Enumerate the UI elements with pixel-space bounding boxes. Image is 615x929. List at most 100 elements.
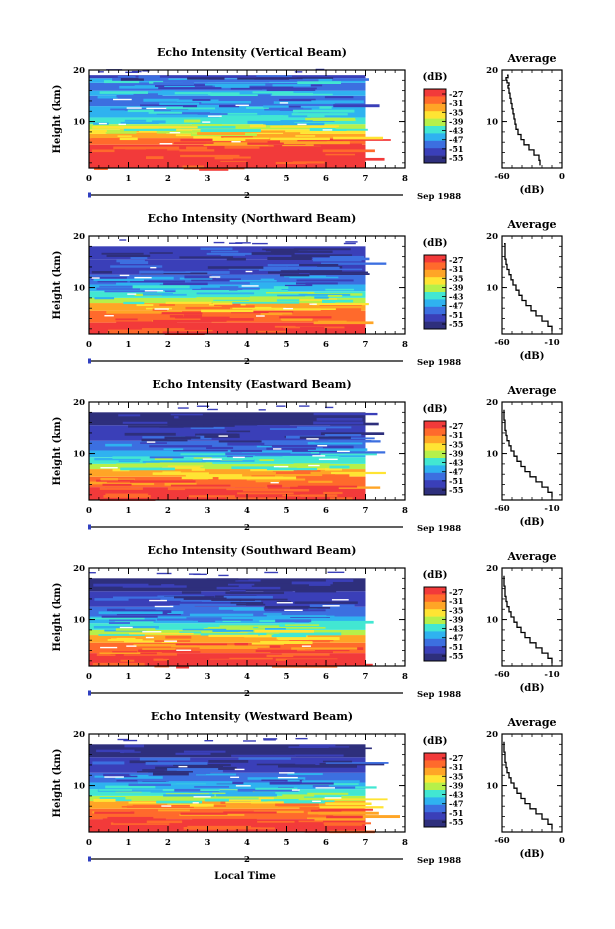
- heatmap-streak: [120, 659, 135, 662]
- heatmap-streak: [266, 447, 316, 450]
- heatmap-streak: [153, 82, 182, 85]
- heatmap-streak: [193, 136, 222, 139]
- heatmap-streak: [145, 762, 208, 765]
- x-tick-label: 2: [165, 838, 171, 848]
- colorbar-tick-label: -43: [449, 126, 464, 136]
- heatmap-streak: [156, 618, 204, 621]
- heatmap-band: [89, 795, 366, 802]
- heatmap-streak: [118, 460, 140, 462]
- heatmap-streak: [218, 476, 251, 480]
- heatmap-streak: [251, 642, 284, 645]
- heatmap-streak: [139, 270, 164, 274]
- heatmap-streak: [123, 128, 177, 131]
- heatmap-streak: [221, 112, 258, 115]
- heatmap-streak: [329, 128, 347, 132]
- heatmap-streak: [271, 634, 307, 638]
- heatmap-streak: [179, 814, 245, 816]
- colorbar-swatch: [424, 269, 446, 278]
- colorbar-tick-label: -27: [449, 421, 463, 431]
- heatmap-streak: [256, 445, 272, 448]
- colorbar-swatch: [424, 819, 446, 828]
- heatmap-streak: [269, 781, 334, 785]
- heatmap-streak: [279, 632, 342, 636]
- heatmap-streak: [173, 327, 200, 330]
- y-tick-label: 20: [73, 66, 85, 76]
- heatmap-streak: [333, 815, 400, 819]
- heatmap-streak: [288, 746, 350, 748]
- heatmap-streak: [200, 633, 260, 636]
- profile-y-tick-label: 10: [486, 118, 498, 128]
- heatmap-gap: [270, 481, 279, 484]
- heatmap-streak: [140, 104, 183, 107]
- heatmap-streak: [287, 779, 300, 782]
- y-tick-label: 20: [73, 564, 85, 574]
- heatmap-band: [89, 440, 366, 451]
- heatmap-streak: [173, 763, 231, 767]
- heatmap-streak: [105, 493, 149, 496]
- heatmap-streak: [322, 474, 350, 478]
- heatmap-streak: [255, 787, 298, 790]
- y-tick-label: 10: [73, 118, 85, 128]
- heatmap-streak: [105, 132, 137, 134]
- heatmap-streak: [116, 259, 145, 263]
- heatmap-streak: [265, 291, 315, 294]
- heatmap-streak: [256, 75, 292, 77]
- heatmap-streak: [285, 624, 320, 626]
- heatmap-streak: [216, 158, 255, 161]
- heatmap-streak: [200, 287, 260, 290]
- heatmap-streak: [116, 282, 164, 285]
- heatmap-gap: [176, 649, 192, 651]
- heatmap-streak: [183, 314, 203, 318]
- heatmap-streak: [263, 105, 289, 108]
- heatmap-streak: [226, 257, 246, 261]
- heatmap-streak: [136, 304, 154, 307]
- heatmap-streak: [183, 597, 227, 600]
- x-tick-label: 7: [363, 838, 369, 848]
- colorbar-swatch: [424, 96, 446, 105]
- heatmap-streak: [325, 153, 356, 156]
- heatmap-streak: [259, 620, 290, 623]
- heatmap-streak: [259, 458, 274, 462]
- x-tick-label: 6: [323, 340, 329, 350]
- heatmap-streak: [117, 134, 132, 137]
- heatmap-streak: [154, 84, 186, 87]
- x-tick-label: 0: [86, 672, 92, 682]
- heatmap-streak: [332, 78, 369, 81]
- heatmap-streak: [270, 651, 333, 654]
- heatmap-streak: [325, 579, 354, 582]
- colorbar-swatch: [424, 638, 446, 647]
- heatmap-streak: [97, 280, 128, 283]
- colorbar-swatch: [424, 767, 446, 776]
- heatmap-streak: [319, 451, 386, 454]
- heatmap-streak: [252, 306, 272, 310]
- colorbar-swatch: [424, 480, 446, 488]
- heatmap-streak: [295, 590, 337, 593]
- heatmap-streak: [124, 744, 145, 748]
- date-marker: 2: [244, 191, 250, 201]
- colorbar-tick-label: -27: [449, 255, 463, 265]
- colorbar-frame: [423, 420, 447, 496]
- heatmap-streak: [130, 480, 196, 483]
- heatmap-streak: [149, 252, 173, 254]
- heatmap-streak: [183, 750, 226, 753]
- profile-x-tick-label: 0: [559, 172, 565, 182]
- heatmap-band: [89, 801, 366, 809]
- heatmap-gap: [218, 435, 228, 437]
- heatmap-streak: [123, 653, 178, 656]
- heatmap-streak: [335, 473, 366, 477]
- heatmap-gap: [142, 631, 162, 633]
- heatmap-echo: [228, 242, 243, 244]
- heatmap-streak: [297, 298, 338, 301]
- heatmap-streak: [242, 488, 310, 492]
- heatmap-streak: [319, 106, 332, 109]
- heatmap-streak: [186, 146, 208, 150]
- heatmap-streak: [200, 129, 261, 132]
- heatmap-streak: [215, 494, 230, 497]
- heatmap-streak: [167, 424, 214, 428]
- heatmap-gap: [315, 787, 335, 789]
- heatmap-streak: [252, 91, 294, 94]
- profile-y-tick-label: 20: [486, 730, 498, 740]
- heatmap-streak: [330, 663, 373, 667]
- heatmap-streak: [260, 78, 300, 82]
- heatmap-streak: [192, 619, 253, 621]
